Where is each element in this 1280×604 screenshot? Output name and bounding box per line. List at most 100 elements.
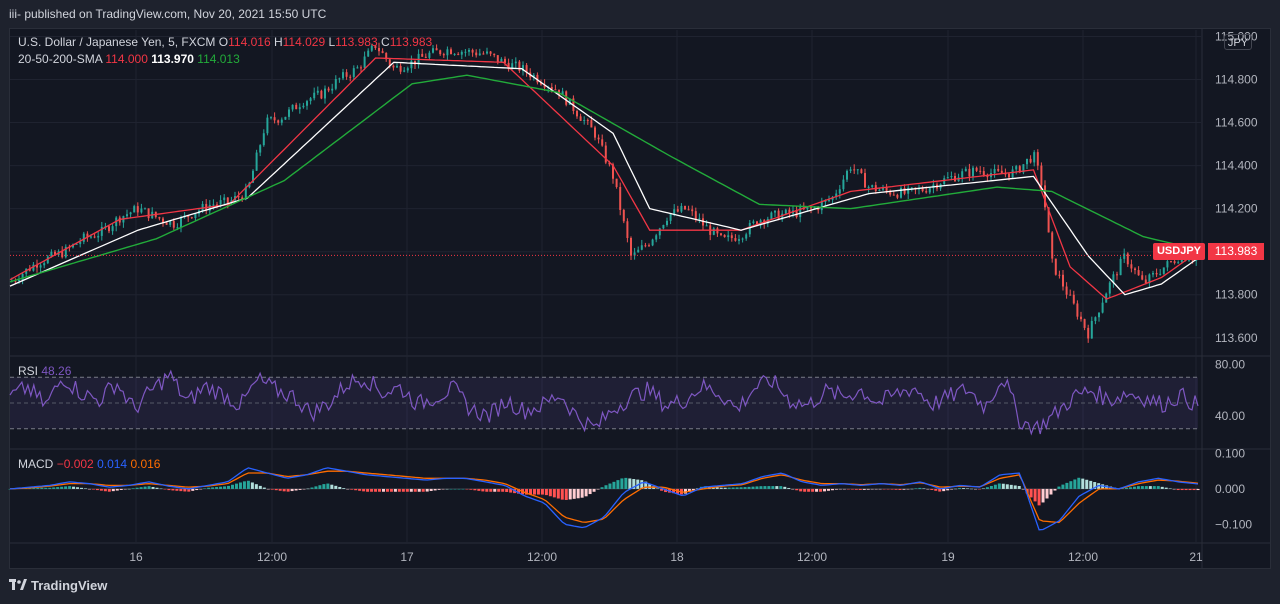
macd-histogram-bar: [211, 487, 215, 489]
main-legend: U.S. Dollar / Japanese Yen, 5, FXCM O114…: [18, 35, 432, 49]
candle-body: [601, 139, 604, 146]
candle-body: [720, 233, 722, 235]
candle-body: [284, 116, 287, 120]
macd-histogram-bar: [624, 477, 628, 489]
macd-histogram-bar: [783, 486, 787, 489]
candle-body: [298, 107, 301, 110]
macd-histogram-bar: [525, 488, 529, 495]
macd-histogram-bar: [966, 488, 970, 489]
candle-body: [356, 67, 359, 69]
macd-histogram-bar: [1121, 488, 1125, 489]
candle-body: [738, 239, 740, 241]
macd-histogram-bar: [1093, 482, 1097, 489]
macd-histogram-bar: [517, 488, 521, 494]
macd-histogram-bar: [600, 487, 604, 489]
close-value: 113.983: [389, 35, 433, 49]
macd-histogram-bar: [811, 488, 815, 492]
macd-histogram-bar: [485, 488, 489, 492]
macd-histogram-bar: [358, 488, 362, 491]
macd-histogram-bar: [564, 488, 568, 500]
tradingview-footer[interactable]: TradingView: [9, 578, 107, 593]
time-tick-label: 12:00: [257, 550, 287, 564]
candle-body: [651, 239, 654, 246]
candle-body: [252, 170, 254, 183]
candle-body: [446, 49, 449, 56]
candle-body: [882, 187, 884, 190]
macd-histogram-bar: [401, 488, 405, 492]
candle-body: [889, 190, 892, 195]
macd-histogram-bar: [528, 488, 532, 495]
macd-histogram-bar: [179, 488, 183, 492]
macd-histogram-bar: [302, 488, 306, 490]
candle-body: [1044, 185, 1046, 208]
macd-histogram-bar: [1148, 486, 1152, 489]
macd-histogram-bar: [481, 488, 485, 492]
candle-body: [514, 61, 517, 64]
macd-histogram-bar: [850, 488, 854, 490]
candle-body: [626, 221, 629, 238]
candle-body: [414, 60, 416, 65]
candle-body: [662, 225, 665, 229]
candle-body: [90, 236, 92, 238]
candle-body: [133, 206, 136, 213]
macd-histogram-bar: [636, 479, 640, 489]
candle-body: [1148, 274, 1151, 284]
candle-body: [1083, 319, 1086, 328]
chart-frame[interactable]: [9, 28, 1271, 569]
candle-body: [432, 48, 434, 53]
candle-body: [705, 225, 708, 227]
sma-label: 20-50-200-SMA: [18, 52, 103, 66]
candle-body: [457, 53, 460, 55]
macd-histogram-bar: [958, 487, 962, 489]
macd-histogram-bar: [274, 488, 278, 491]
candle-body: [190, 217, 193, 219]
macd-histogram-bar: [72, 486, 76, 489]
macd-histogram-bar: [318, 485, 322, 489]
candle-body: [363, 56, 366, 68]
macd-histogram-bar: [334, 485, 338, 489]
macd-histogram-bar: [119, 488, 123, 491]
macd-histogram-bar: [683, 488, 687, 494]
macd-histogram-bar: [759, 486, 763, 489]
macd-histogram-bar: [231, 484, 235, 489]
candle-body: [1040, 165, 1043, 186]
macd-histogram-bar: [175, 488, 179, 491]
currency-button[interactable]: JPY: [1224, 34, 1252, 50]
candle-body: [126, 214, 128, 217]
macd-histogram-bar: [1132, 486, 1136, 489]
candle-body: [212, 204, 215, 206]
candle-body: [237, 196, 240, 198]
macd-histogram-bar: [1164, 487, 1168, 489]
macd-histogram-bar: [449, 488, 453, 490]
candle-body: [781, 213, 784, 220]
candle-body: [424, 56, 427, 58]
candle-body: [525, 65, 528, 73]
macd-histogram-bar: [278, 488, 282, 491]
macd-histogram-bar: [338, 486, 342, 489]
candle-body: [50, 251, 53, 257]
macd-histogram-bar: [858, 488, 862, 490]
macd-histogram-bar: [1021, 488, 1025, 490]
close-label: C: [381, 35, 390, 49]
macd-histogram-bar: [775, 486, 779, 489]
price-tick-label: 113.800: [1215, 288, 1258, 302]
macd-histogram-bar: [795, 488, 799, 491]
candle-body: [777, 210, 780, 220]
rsi-tick-label: 40.00: [1215, 409, 1245, 423]
candle-body: [615, 178, 618, 188]
candle-body: [1094, 317, 1097, 321]
candle-body: [496, 55, 499, 62]
candle-body: [1159, 273, 1162, 275]
macd-histogram-bar: [191, 488, 195, 491]
macd-histogram-bar: [846, 488, 850, 490]
macd-histogram-bar: [862, 488, 866, 490]
macd-histogram-bar: [155, 487, 159, 489]
macd-histogram-bar: [254, 484, 258, 489]
candle-body: [1029, 158, 1032, 163]
macd-histogram-bar: [536, 488, 540, 495]
macd-histogram-bar: [135, 487, 139, 489]
candle-body: [694, 211, 697, 220]
candle-body: [273, 117, 276, 121]
candle-body: [478, 53, 481, 56]
